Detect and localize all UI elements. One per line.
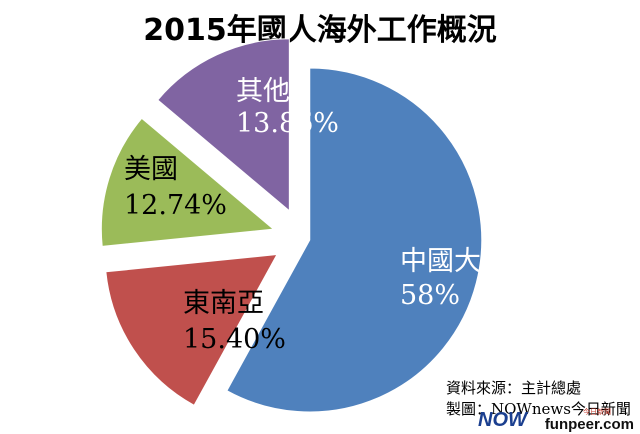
pie-slice-china [226,67,483,413]
watermark: funpeer.com [545,416,634,433]
slice-label-usa: 美國 [124,154,178,185]
slice-value-other: 13.86% [236,108,339,139]
slice-label-southeast-asia: 東南亞 [183,288,264,319]
nownews-logo-text: NOW [478,409,529,431]
pie-slice-usa [100,117,275,247]
chart-title: 2015年國人海外工作概況 [143,13,497,48]
nownews-logo: NOW 今日新聞 [478,407,611,431]
slice-value-southeast-asia: 15.40% [183,324,286,355]
source-line-2: 製圖：NOWnews今日新聞 [446,400,631,418]
slice-value-china: 58% [400,280,460,311]
pie-slice-southeast-asia [105,253,278,406]
slice-label-other: 其他 [236,76,290,107]
nownews-logo-subtext: 今日新聞 [583,407,611,416]
slice-value-usa: 12.74% [124,190,227,221]
pie-slice-other [157,38,290,212]
slice-label-china: 中國大陸 [400,246,508,277]
pie-slices [100,38,483,413]
source-line-1: 資料來源：主計總處 [446,379,581,397]
